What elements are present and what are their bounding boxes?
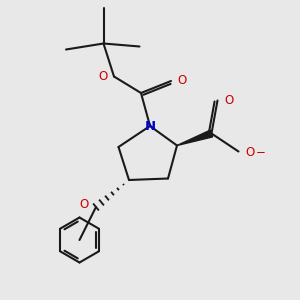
- Text: O: O: [245, 146, 254, 160]
- Text: O: O: [79, 198, 88, 211]
- Text: O: O: [178, 74, 187, 87]
- Polygon shape: [177, 130, 213, 146]
- Text: N: N: [145, 119, 156, 133]
- Text: O: O: [224, 94, 233, 107]
- Text: O: O: [98, 70, 107, 83]
- Text: −: −: [256, 146, 266, 159]
